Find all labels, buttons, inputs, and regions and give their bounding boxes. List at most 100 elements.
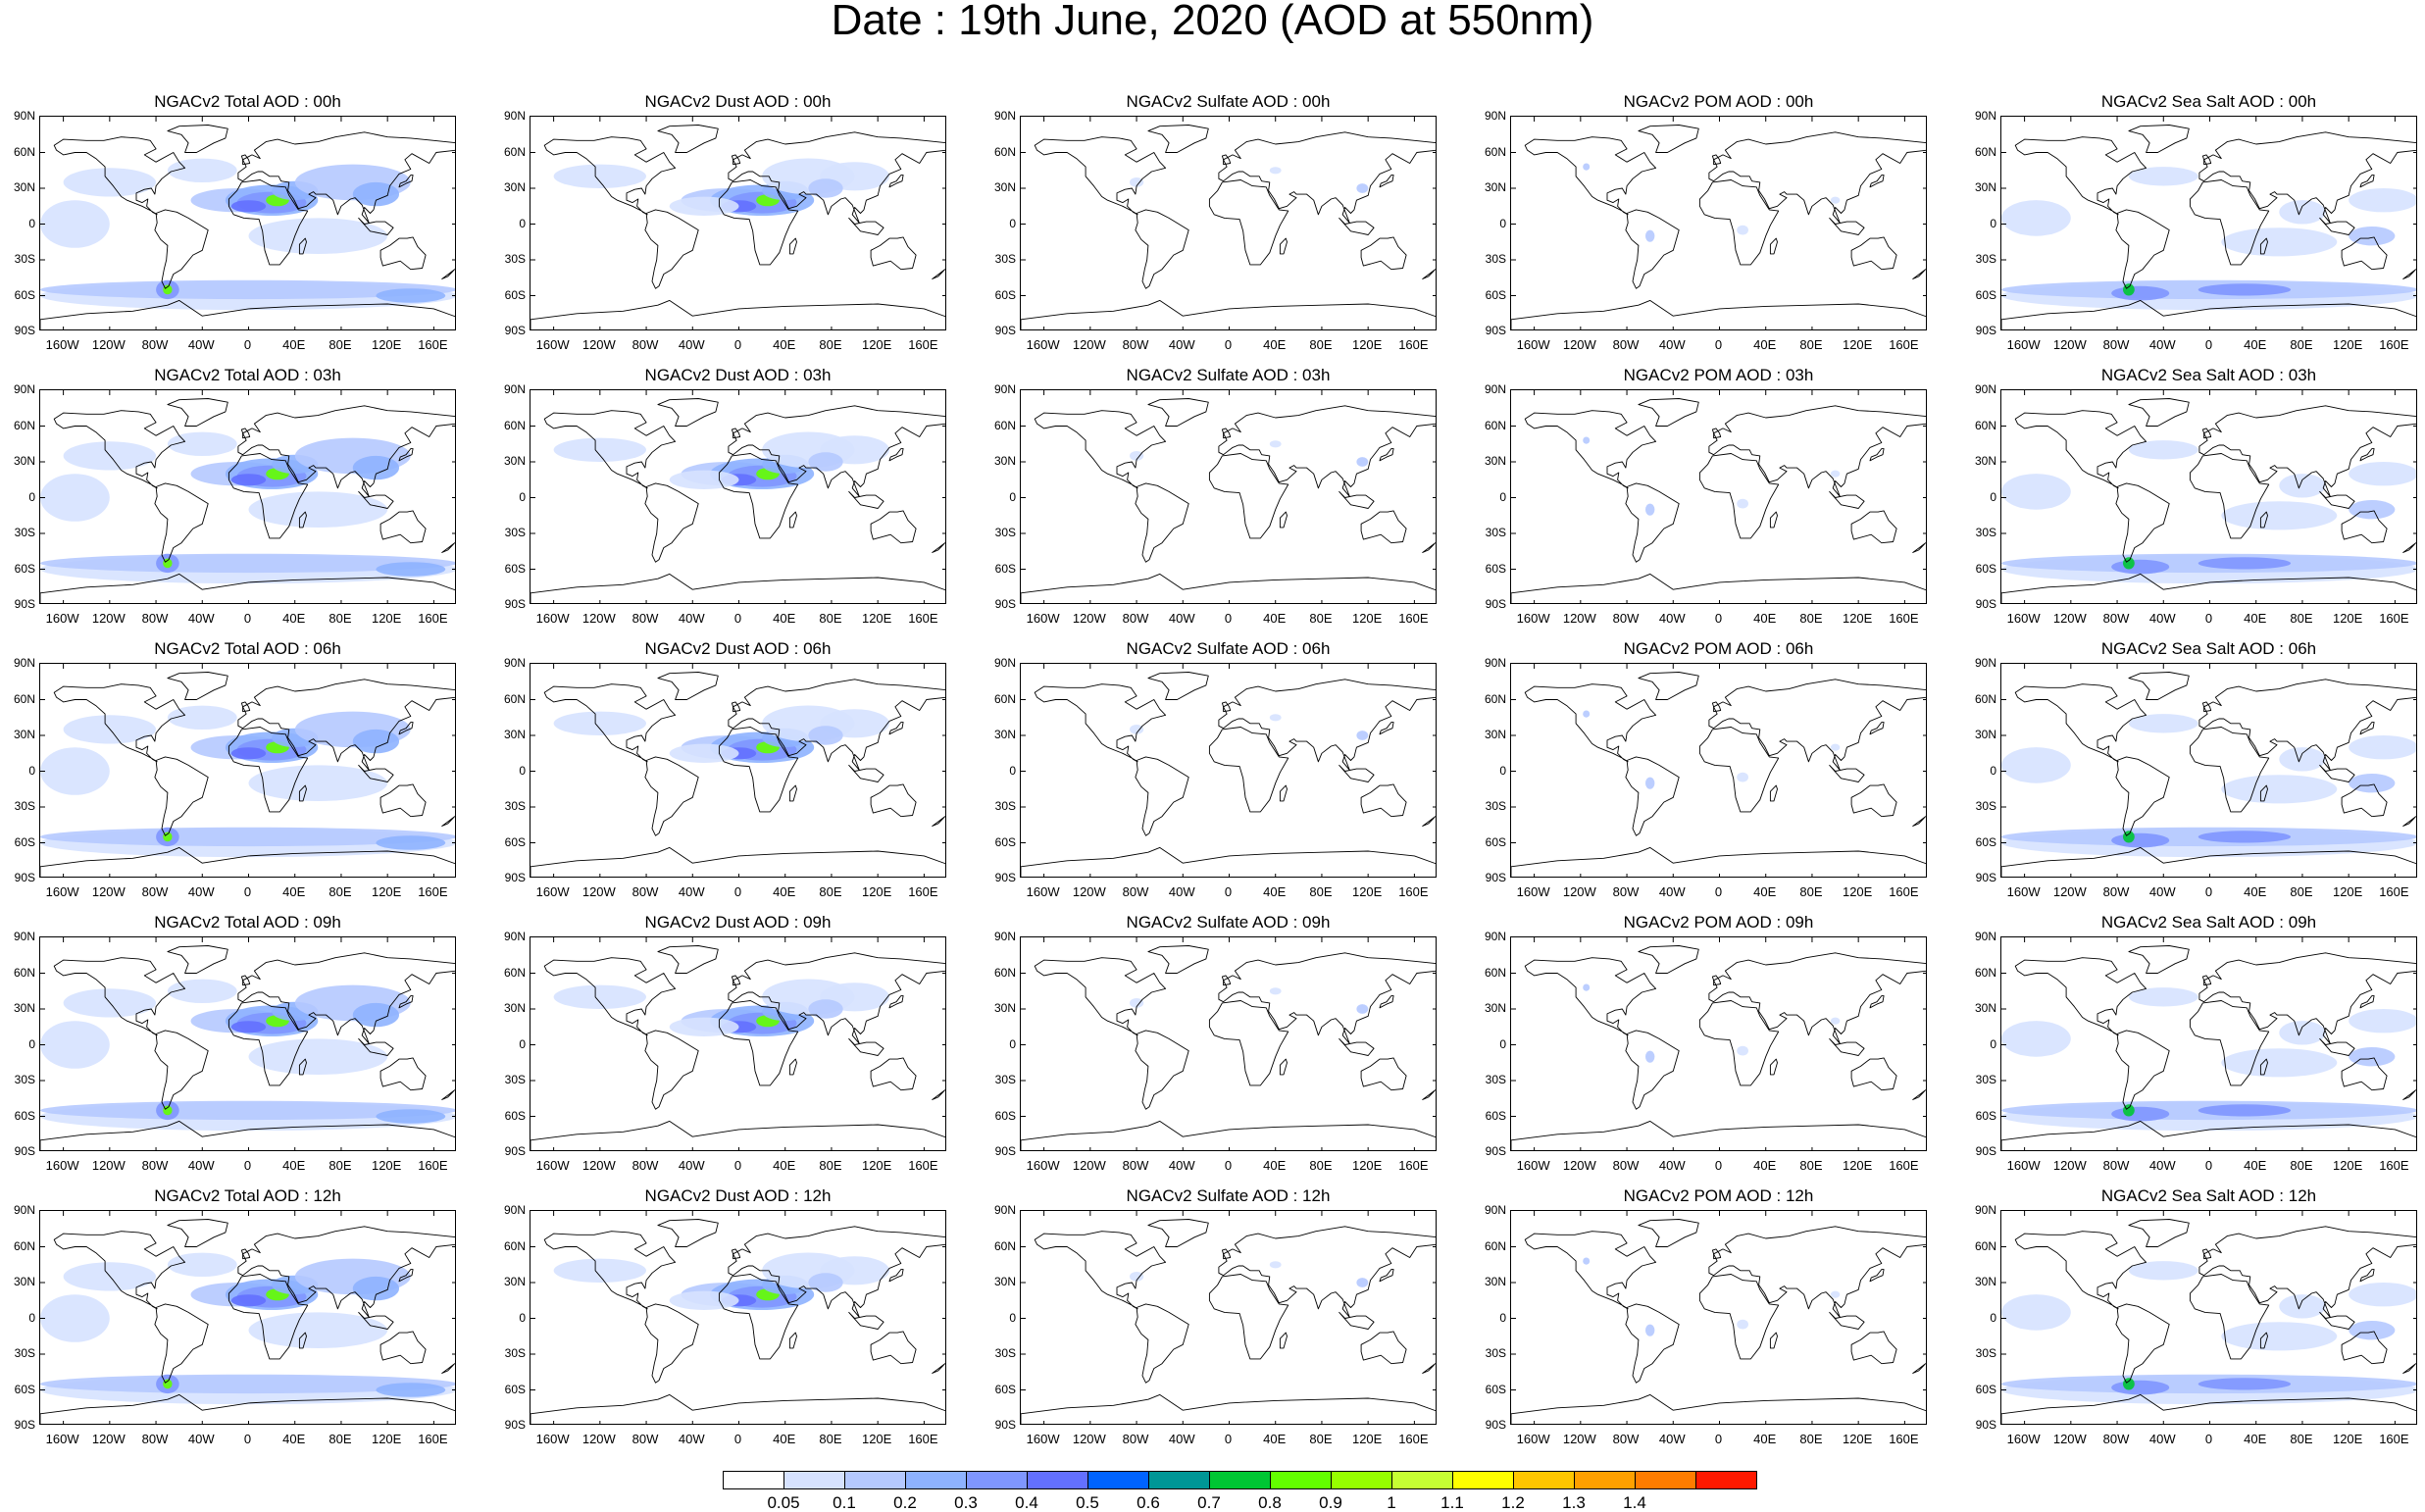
lat-tick-label: 60S [504,561,526,576]
madagascar-coastline [1769,237,1778,255]
lat-tick-label: 60N [503,1238,526,1253]
new-zealand-coastline [1912,1363,1926,1374]
panel-title: NGACv2 Sulfate AOD : 03h [1126,366,1331,384]
south-america-coastline [154,209,209,289]
lat-tick-label: 90S [994,324,1016,337]
aod-region [230,474,267,486]
map-frame [2000,1210,2417,1425]
lon-tick-label: 80E [328,611,352,626]
lon-tick-label: 40E [2244,1432,2267,1446]
lat-tick-label: 90S [504,1418,526,1432]
lon-tick-label: 40W [1658,1158,1686,1173]
africa-coastline [2189,1000,2270,1086]
aod-region [1737,1319,1748,1330]
eurasia-coastline [1218,405,1436,497]
lat-tick-label: 60N [993,418,1016,432]
lon-tick-label: 160E [2379,1158,2409,1173]
greenland-coastline [1638,398,1699,427]
greenland-coastline [2128,945,2190,974]
lat-tick-label: 30S [1975,1346,1996,1360]
panel-title: NGACv2 Sea Salt AOD : 12h [2100,1186,2317,1205]
indonesia-coastline [848,1037,884,1056]
lat-tick-label: 60N [1974,965,1996,980]
south-america-coastline [2115,209,2170,289]
aod-region [1645,1050,1655,1063]
lon-tick-label: 160W [535,1432,570,1446]
lon-tick-label: 120W [1072,884,1106,899]
madagascar-coastline [1279,1058,1288,1076]
lon-tick-label: 80E [328,1158,352,1173]
lon-tick-label: 160W [2006,337,2041,352]
lon-tick-label: 40E [282,337,306,352]
lat-tick-label: 90N [13,930,35,943]
map-canvas [2001,1211,2416,1424]
lon-tick-label: 160W [535,884,570,899]
aod-region [2111,1380,2170,1395]
lon-tick-label: 0 [2204,1158,2213,1173]
aod-region [1645,229,1655,242]
eurasia-coastline [728,131,945,224]
lon-tick-label: 80E [1309,1432,1333,1446]
madagascar-coastline [2259,1332,2268,1349]
madagascar-coastline [298,237,307,255]
lat-tick-label: 0 [1990,763,1996,778]
lat-tick-label: 60S [1485,1382,1506,1396]
antarctica-coastline [1511,573,1926,603]
aod-region [2279,1294,2326,1319]
aod-region [2221,227,2338,257]
aod-region [40,1021,110,1069]
lon-tick-label: 40E [1263,884,1287,899]
lon-tick-label: 120E [2332,1158,2363,1173]
lat-tick-label: 30S [14,1073,35,1086]
aod-region [2001,747,2071,783]
lon-tick-label: 160W [1026,611,1060,626]
greenland-coastline [657,672,719,700]
lon-tick-label: 40W [187,1158,215,1173]
lat-tick-label: 60S [1975,561,1996,576]
lon-tick-label: 80W [141,884,169,899]
japan-coastline [1379,175,1394,188]
australia-coastline [379,1331,427,1365]
eurasia-coastline [1708,952,1926,1044]
lon-tick-label: 160E [418,1432,448,1446]
lon-tick-label: 0 [2204,1432,2213,1446]
south-america-coastline [154,482,209,563]
uk-coastline [1221,1248,1232,1260]
lon-tick-label: 160W [1026,1158,1060,1173]
aod-region [163,558,173,569]
lon-tick-label: 160W [535,611,570,626]
lon-tick-label: 80E [819,1432,842,1446]
greenland-coastline [2128,125,2190,153]
greenland-coastline [1147,1219,1209,1247]
aod-region [2279,747,2326,772]
lat-tick-label: 60N [993,691,1016,706]
aod-region [352,181,399,207]
aod-region [1269,1261,1282,1269]
lat-tick-label: 30S [1975,252,1996,266]
lon-tick-label: 40E [1753,611,1777,626]
africa-coastline [1208,727,1289,813]
aod-region [2128,714,2198,733]
lon-tick-label: 40E [282,884,306,899]
greenland-coastline [2128,672,2190,700]
eurasia-coastline [2198,952,2416,1044]
aod-region [1737,1045,1748,1056]
lon-tick-label: 120W [2052,611,2087,626]
lat-tick-label: 60N [503,691,526,706]
lon-tick-label: 80E [2290,1158,2313,1173]
uk-coastline [731,1248,741,1260]
lat-tick-label: 60N [503,144,526,159]
lon-tick-label: 40W [1658,611,1686,626]
lon-tick-label: 0 [733,611,742,626]
lat-tick-label: 60S [14,1382,35,1396]
panel-title: NGACv2 Sea Salt AOD : 00h [2100,92,2317,111]
lat-tick-label: 30S [504,252,526,266]
uk-coastline [2201,975,2212,986]
aod-region [1269,167,1282,175]
lat-tick-label: 30S [1485,526,1506,539]
map-panel-pom-1: NGACv2 POM AOD : 03h 90N 60N 30N 0 30S 60S 90S 1… [1471,364,1966,637]
map-panel-total-1: NGACv2 Total AOD : 03h 90N 60N 30N 0 30S 60S 90… [0,364,495,637]
map-canvas [1021,937,1436,1150]
lat-tick-label: 30S [1975,526,1996,539]
uk-coastline [240,428,251,439]
